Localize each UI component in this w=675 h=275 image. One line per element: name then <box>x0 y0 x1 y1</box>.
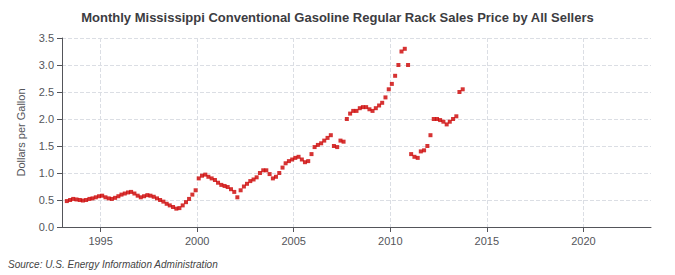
svg-text:Dollars per Gallon: Dollars per Gallon <box>15 88 27 176</box>
svg-text:2015: 2015 <box>475 235 499 247</box>
svg-text:2000: 2000 <box>185 235 209 247</box>
svg-text:2.5: 2.5 <box>39 86 54 98</box>
svg-text:1.0: 1.0 <box>39 167 54 179</box>
svg-text:Source: U.S. Energy Informatio: Source: U.S. Energy Information Administ… <box>8 259 218 270</box>
svg-text:3.5: 3.5 <box>39 32 54 44</box>
svg-text:3.0: 3.0 <box>39 59 54 71</box>
svg-text:Monthly Mississippi Convention: Monthly Mississippi Conventional Gasolin… <box>81 10 593 25</box>
svg-text:1995: 1995 <box>88 235 112 247</box>
svg-text:0.0: 0.0 <box>39 221 54 233</box>
svg-text:1.5: 1.5 <box>39 140 54 152</box>
svg-text:2.0: 2.0 <box>39 113 54 125</box>
svg-text:2005: 2005 <box>281 235 305 247</box>
svg-text:2020: 2020 <box>571 235 595 247</box>
svg-text:2010: 2010 <box>378 235 402 247</box>
svg-text:0.5: 0.5 <box>39 194 54 206</box>
